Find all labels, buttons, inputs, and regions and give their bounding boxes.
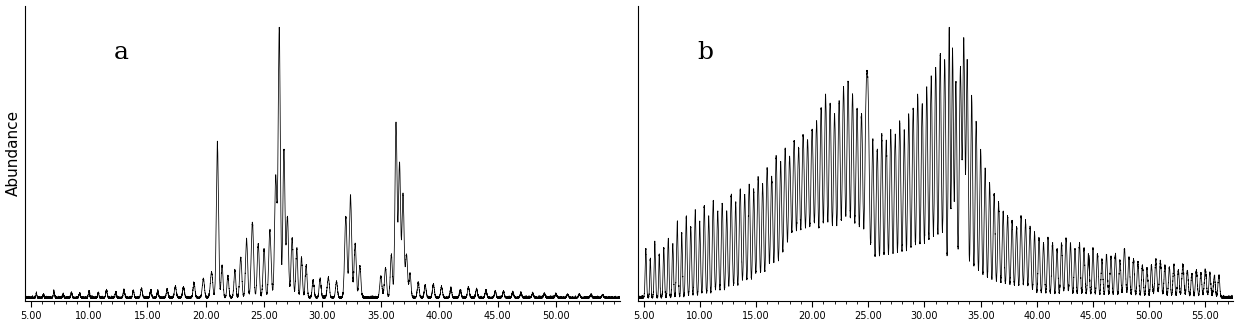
Text: b: b — [698, 41, 714, 64]
Y-axis label: Abundance: Abundance — [5, 110, 21, 196]
Text: a: a — [114, 41, 129, 64]
